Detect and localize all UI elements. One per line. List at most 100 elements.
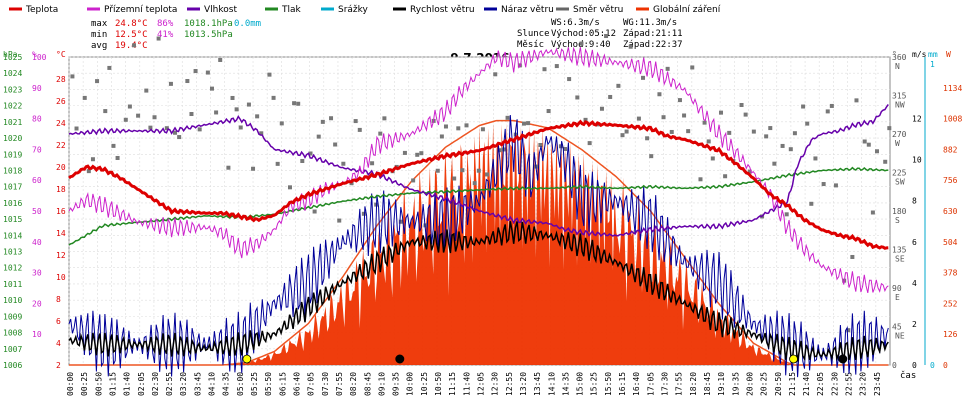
wind-direction-point — [378, 131, 383, 136]
wind-direction-point — [620, 133, 625, 138]
wind-direction-point — [296, 101, 301, 106]
x-tick-label: 04:10 — [208, 372, 217, 396]
wind-direction-point — [209, 86, 214, 91]
series-pressure — [68, 166, 889, 246]
x-tick-label: 15:50 — [604, 372, 613, 396]
wind-direction-point — [452, 176, 457, 181]
legend-label: Směr větru — [573, 5, 623, 15]
wind-direction-point — [255, 114, 260, 119]
wind-direction-point — [538, 142, 543, 147]
x-tick-label: 23:45 — [873, 372, 882, 396]
left-axis-tick: 1021 — [3, 118, 22, 127]
wind-direction-point — [82, 95, 87, 100]
left-axis-tick: 80 — [32, 115, 42, 124]
wind-direction-point — [805, 121, 810, 126]
wind-direction-point — [316, 134, 321, 139]
wind-direction-point — [669, 129, 674, 134]
wind-direction-point — [86, 169, 91, 174]
wind-direction-point — [111, 143, 116, 148]
left-axis-tick: 1007 — [3, 345, 22, 354]
left-axis-tick: 1013 — [3, 248, 22, 257]
wind-direction-point — [115, 155, 120, 160]
x-tick-label: 05:00 — [236, 372, 245, 396]
sunset-marker — [789, 354, 798, 364]
wind-direction-point — [698, 177, 703, 182]
wind-direction-point — [292, 101, 297, 106]
x-tick-label: 22:05 — [816, 372, 825, 396]
right-axis-tick: 10 — [912, 156, 922, 165]
wind-direction-point — [788, 147, 793, 152]
wind-direction-point — [443, 124, 448, 129]
left-axis-tick: 6 — [56, 317, 61, 326]
wind-direction-point — [616, 83, 621, 88]
x-tick-label: 17:55 — [675, 372, 684, 396]
wind-direction-point — [780, 143, 785, 148]
x-tick-label: 01:40 — [123, 372, 132, 396]
wind-direction-point — [554, 64, 559, 69]
left-axis-tick: 40 — [32, 238, 42, 247]
stat-min-press: 1013.5hPa — [184, 30, 233, 40]
wind-direction-point — [604, 34, 609, 39]
wind-direction-point — [177, 135, 182, 140]
right-axis-tick: 270 — [892, 130, 907, 139]
x-tick-label: 05:50 — [264, 372, 273, 396]
right-axis-tick: 12 — [912, 115, 922, 124]
wind-direction-point — [727, 130, 732, 135]
x-tick-label: 20:25 — [760, 372, 769, 396]
wind-direction-point — [300, 158, 305, 163]
wind-direction-point — [665, 66, 670, 71]
left-axis-tick: 1022 — [3, 102, 22, 111]
series-wind-direction — [70, 34, 892, 333]
right-axis-tick: 0 — [943, 361, 948, 370]
wind-direction-point — [690, 65, 695, 70]
left-axis-tick: 1020 — [3, 134, 22, 143]
left-axis-tick: 1016 — [3, 199, 22, 208]
wind-direction-point — [144, 88, 149, 93]
right-axis-unit: mm — [928, 50, 938, 59]
x-tick-label: 10:50 — [434, 372, 443, 396]
x-tick-label: 15:25 — [590, 372, 599, 396]
wind-direction-point — [772, 161, 777, 166]
x-tick-label: 10:25 — [420, 372, 429, 396]
wind-direction-point — [234, 107, 239, 112]
wind-direction-point — [747, 169, 752, 174]
moonset-marker — [838, 354, 848, 364]
wind-direction-point — [661, 115, 666, 120]
x-tick-label: 00:25 — [80, 372, 89, 396]
wind-direction-point — [608, 94, 613, 99]
left-axis-unit: % — [32, 50, 37, 59]
wind-direction-point — [599, 106, 604, 111]
x-tick-label: 07:05 — [307, 372, 316, 396]
right-axis-tick: 180 — [892, 207, 907, 216]
x-tick-label: 05:25 — [250, 372, 259, 396]
x-tick-label: 01:15 — [108, 372, 117, 396]
wind-direction-point — [764, 134, 769, 139]
wind-direction-point — [493, 72, 498, 77]
info-moon-label: Měsíc — [517, 40, 544, 50]
wind-direction-point — [74, 126, 79, 131]
right-axis-unit: ° — [892, 50, 897, 59]
wind-direction-point — [308, 151, 313, 156]
right-axis-tick: 0 — [892, 361, 897, 370]
x-tick-label: 02:30 — [151, 372, 160, 396]
right-axis-compass: E — [895, 293, 900, 302]
wind-direction-point — [739, 103, 744, 108]
left-axis-tick: 8 — [56, 295, 61, 304]
series-ground-temperature — [68, 46, 889, 294]
x-tick-label: 03:45 — [193, 372, 202, 396]
wind-direction-point — [419, 151, 424, 156]
info-sunrise: Východ:05:12 — [551, 29, 616, 39]
left-axis-tick: 1014 — [3, 231, 22, 240]
wind-direction-point — [875, 149, 880, 154]
left-axis-tick: 10 — [56, 273, 66, 282]
wind-direction-point — [238, 125, 243, 130]
left-axis-tick: 10 — [32, 330, 42, 339]
wind-direction-point — [801, 104, 806, 109]
x-tick-label: 21:40 — [802, 372, 811, 396]
wind-direction-point — [320, 119, 325, 124]
info-wg: WG:11.3m/s — [623, 18, 677, 28]
x-tick-label: 16:15 — [618, 372, 627, 396]
left-axis-tick: 16 — [56, 207, 66, 216]
left-axis-tick: 30 — [32, 269, 42, 278]
wind-direction-point — [464, 123, 469, 128]
